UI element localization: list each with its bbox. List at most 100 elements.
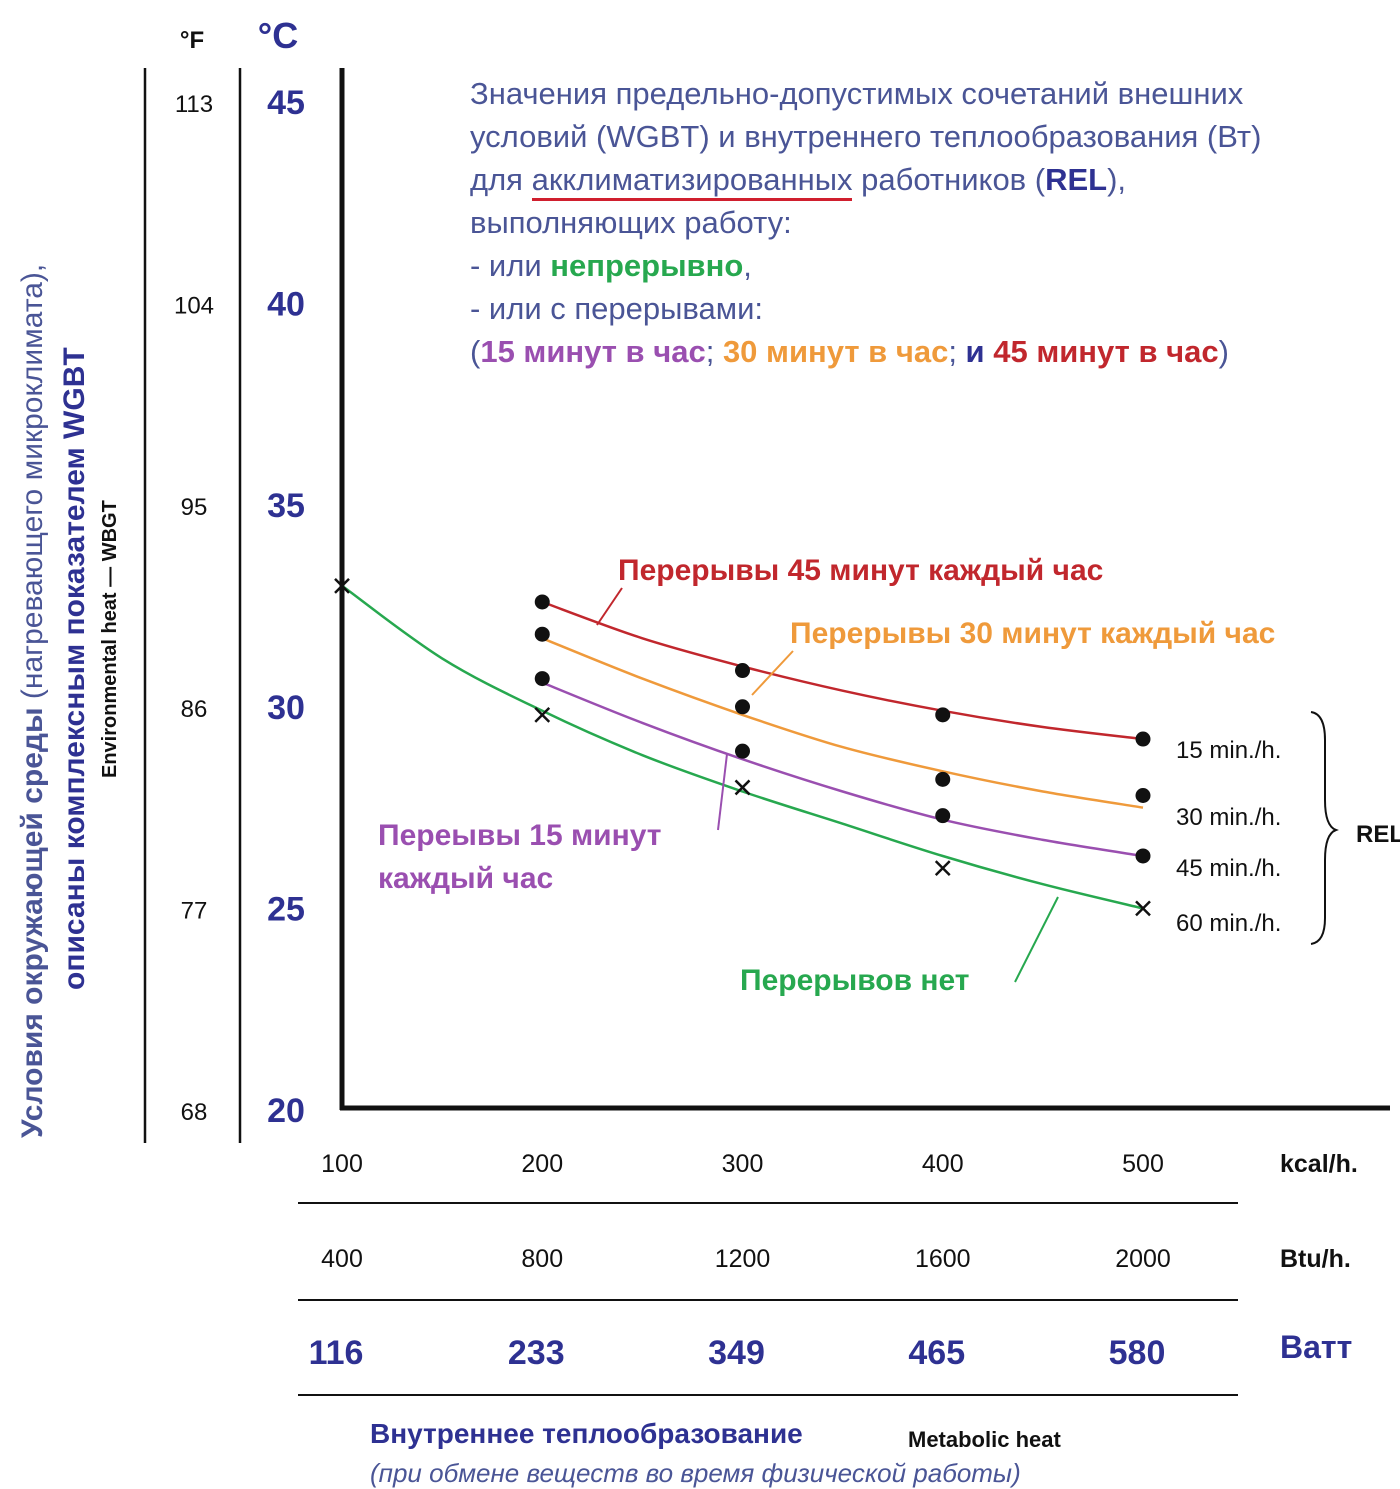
series-0-point-3 [1135, 731, 1151, 747]
x-tick-kcal-100: 100 [321, 1150, 363, 1178]
rel-label-45: 45 min./h. [1176, 855, 1281, 882]
x-tick-btu-1600: 1600 [915, 1245, 971, 1273]
y-tick-f-104: 104 [174, 293, 214, 320]
x-axis-title: Внутреннее теплообразование [370, 1418, 803, 1449]
y-tick-f-68: 68 [181, 1099, 208, 1126]
rel-group-label: REL [1356, 821, 1400, 848]
series-2-point-0 [534, 671, 550, 687]
y-tick-c-45: 45 [267, 84, 305, 122]
y-tick-c-40: 40 [267, 286, 305, 324]
y-tick-f-77: 77 [181, 897, 208, 924]
series-2-point-2 [935, 808, 951, 824]
title-line-3b: работников ( [852, 162, 1046, 197]
title-rel: REL [1045, 162, 1108, 197]
x-tick-watt-116: 116 [309, 1334, 364, 1372]
series-label-15-line1: Переывы 15 минут [378, 819, 661, 852]
series-line-2 [541, 681, 1144, 858]
title-line-1: Значения предельно-допустимых сочетаний … [470, 76, 1244, 111]
rel-label-15: 15 min./h. [1176, 737, 1281, 764]
series-1-point-3 [1135, 788, 1151, 804]
series-3-point-3 [934, 860, 951, 876]
series-line-1 [541, 637, 1144, 809]
title-and: и [965, 334, 994, 369]
series-0-point-0 [534, 594, 550, 610]
title-line-6: - или с перерывами: [470, 291, 764, 326]
x-tick-watt-349: 349 [708, 1334, 765, 1372]
y-axis-title-part2: (нагревающего микроклимата), [16, 264, 49, 708]
title-line-3a: для [470, 162, 532, 197]
series-3-point-4 [1135, 900, 1151, 917]
x-ticks: 100 400 116 200 800 233 300 1200 349 400 1600 465 50… [309, 1150, 1358, 1372]
y-tick-f-113: 113 [175, 91, 213, 118]
series-3-point-2 [734, 779, 751, 796]
title-line-3c: ), [1107, 162, 1127, 197]
title-line-7-close: ) [1218, 334, 1229, 369]
leader-45 [596, 587, 623, 626]
title-line-5a: - или [470, 248, 551, 283]
rel-label-30: 30 min./h. [1176, 804, 1281, 831]
x-unit-watt: Ватт [1280, 1329, 1352, 1365]
title-line-4: выполняющих работу: [470, 205, 792, 240]
title-line-3: для акклиматизированных работников (REL)… [470, 158, 1395, 201]
title-15-min: 15 минут в час [480, 334, 706, 369]
title-30-min: 30 минут в час [722, 334, 949, 369]
rel-label-60: 60 min./h. [1176, 910, 1281, 937]
y-axis-title-line2: описаны комплексным показателем WGBT [58, 347, 91, 990]
leader-none [1014, 896, 1059, 983]
series-3-point-0 [334, 577, 350, 594]
leader-15 [717, 753, 728, 831]
series-1-point-2 [935, 771, 951, 787]
title-line-2: условий (WGBT) и внутреннего теплообразо… [470, 119, 1262, 154]
series-group [334, 577, 1151, 917]
series-2-point-3 [1135, 848, 1151, 864]
unit-f: °F [180, 27, 204, 54]
chart-title: Значения предельно-допустимых сочетаний … [470, 72, 1395, 373]
y-tick-f-95: 95 [181, 494, 208, 521]
x-tick-btu-800: 800 [521, 1245, 563, 1273]
y-tick-f-86: 86 [181, 696, 208, 723]
x-tick-watt-580: 580 [1109, 1334, 1166, 1372]
title-line-7: (15 минут в час; 30 минут в час; и 45 ми… [470, 330, 1395, 373]
x-unit-kcal: kcal/h. [1280, 1150, 1358, 1178]
x-tick-watt-465: 465 [908, 1334, 965, 1372]
series-1-point-0 [534, 626, 550, 642]
series-2-point-1 [735, 743, 750, 759]
y-axis-title-en: Environmental heat — WBGT [99, 500, 121, 778]
series-3-point-1 [534, 706, 551, 723]
series-label-45: Перерывы 45 минут каждый час [618, 554, 1103, 587]
y-axis-title-part1: Условия окружающей среды [16, 707, 49, 1138]
y-tick-c-30: 30 [267, 689, 305, 727]
x-tick-btu-1200: 1200 [715, 1245, 771, 1273]
series-line-3 [341, 584, 1144, 910]
series-1-point-1 [735, 699, 750, 715]
rel-brace [1310, 711, 1339, 945]
series-label-15-line2: каждый час [378, 862, 553, 895]
series-0-point-2 [935, 707, 951, 723]
y-tick-c-35: 35 [267, 487, 305, 525]
title-45-min: 45 минут в час [993, 334, 1219, 369]
x-tick-btu-2000: 2000 [1115, 1245, 1171, 1273]
unit-c: °C [258, 15, 298, 56]
series-0-point-1 [735, 663, 750, 679]
y-ticks: 20 68 25 77 30 86 35 95 40 104 45 113 [174, 84, 305, 1130]
x-tick-kcal-500: 500 [1122, 1150, 1164, 1178]
x-unit-btu: Btu/h. [1280, 1245, 1351, 1273]
y-tick-c-25: 25 [267, 890, 305, 928]
x-tick-watt-233: 233 [508, 1334, 565, 1372]
title-underlined-word: акклиматизированных [531, 162, 853, 201]
title-continuous: непрерывно [550, 248, 744, 283]
title-line-5b: , [743, 248, 752, 283]
series-line-0 [541, 600, 1144, 741]
x-tick-kcal-400: 400 [922, 1150, 964, 1178]
series-label-none: Перерывов нет [740, 964, 969, 997]
x-tick-kcal-300: 300 [722, 1150, 764, 1178]
y-axis-title: Условия окружающей среды (нагревающего м… [16, 264, 49, 1138]
title-sep-1: ; [705, 334, 723, 369]
x-axis-subtitle: (при обмене веществ во время физической … [370, 1458, 1021, 1488]
series-label-30: Перерывы 30 минут каждый час [790, 617, 1275, 650]
y-tick-c-20: 20 [267, 1092, 305, 1130]
x-tick-btu-400: 400 [321, 1245, 363, 1273]
leader-30 [751, 650, 794, 696]
x-tick-kcal-200: 200 [521, 1150, 563, 1178]
